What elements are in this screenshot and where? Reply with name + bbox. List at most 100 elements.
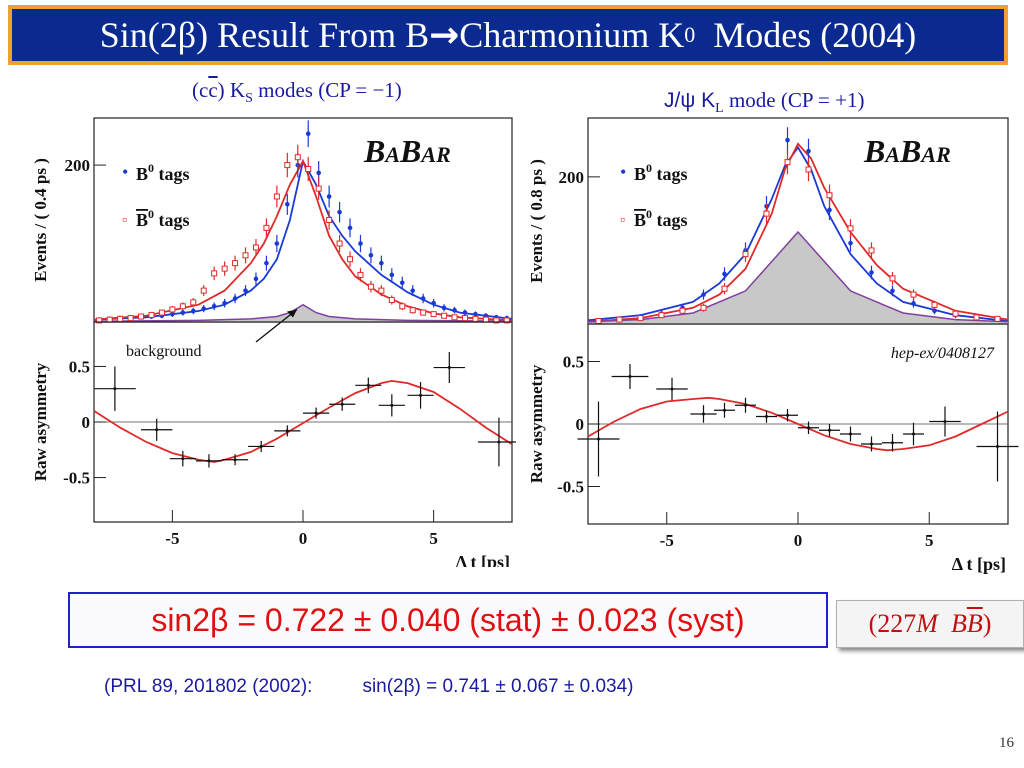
data-point-b0bar [441,312,448,319]
data-point-b0bar [451,314,458,321]
data-point-b0 [274,241,280,246]
data-point-b0 [410,288,416,293]
data-point-b0bar [294,154,301,161]
statistics-box: (227 M B B) [836,600,1024,648]
data-point-b0bar [409,307,416,314]
asymmetry-point [996,445,999,448]
x-tick-label: -5 [165,529,179,548]
y-axis-label: Raw asymmetry [31,362,50,481]
data-point-b0bar [326,217,333,223]
data-point-b0bar [721,285,728,292]
legend-label: B0 tags [136,161,190,184]
x-tick-label: 0 [794,531,803,550]
data-point-b0bar [347,256,354,263]
data-point-b0bar [742,251,749,258]
data-point-b0bar [763,210,770,217]
data-point-b0 [368,253,374,258]
data-point-b0 [316,170,321,176]
x-tick-label: 5 [925,531,934,550]
data-point-b0 [890,288,895,294]
asymmetry-point [366,383,370,387]
background-curve [93,303,513,322]
asymmetry-point [828,428,831,432]
title-superscript: 0 [684,22,696,47]
data-point-b0bar [148,311,155,318]
left-subtitle-sub: S [245,91,253,107]
data-point-b0bar [784,159,791,166]
data-point-b0bar [889,275,896,282]
data-point-b0bar [284,162,291,169]
fit-curve [93,159,513,322]
asymmetry-point [849,432,852,436]
asymmetry-point [597,437,600,441]
result-text: sin2β = 0.722 ± 0.040 (stat) ± 0.023 (sy… [151,601,745,638]
data-point-b0bar [994,315,1001,322]
left-panel-subtitle: (cc) KS modes (CP = −1) [192,78,402,107]
legend-label: B0 tags [634,161,688,184]
data-point-b0 [211,304,217,309]
stats-part: (227 [868,609,917,638]
data-point-b0bar [461,315,468,322]
data-point-b0 [170,311,175,317]
data-point-b0 [326,194,332,199]
right-arrow-icon: → [429,14,460,56]
stats-millions: M [916,609,938,638]
asymmetry-point [390,403,394,407]
data-point-b0 [358,241,363,246]
asymmetry-point [259,444,263,448]
background-annotation: background [126,343,202,360]
data-point-b0 [452,307,457,313]
data-point-b0bar [127,315,134,322]
asymmetry-point [702,412,705,416]
background-area [94,304,512,322]
data-point-b0bar [493,317,500,324]
title-end: Modes (2004) [695,15,917,55]
y-tick-label: 0.5 [563,353,584,372]
data-point-b0bar [952,310,959,317]
legend-marker: • [122,162,128,182]
annotation-arrow-line [255,308,298,343]
asymmetry-point [233,458,237,462]
data-point-b0 [337,209,342,215]
asymmetry-point [891,441,894,445]
asymmetry-point [628,375,632,378]
title-mid: Charmonium K [459,15,685,55]
x-tick-label: -5 [660,531,674,550]
asymmetry-point [765,415,768,418]
title-main: Sin(2β) Result From B [99,15,430,55]
data-point-b0 [701,292,706,297]
data-point-b0bar [595,318,602,325]
data-point-b0bar [826,192,833,199]
y-tick-label: 200 [65,156,91,175]
asymmetry-fit-curve [93,379,513,463]
data-point-b0bar [658,312,665,319]
y-tick-label: 0 [82,413,91,432]
data-point-b0bar [378,287,385,294]
data-point-b0bar [430,311,437,318]
data-point-b0bar [263,224,270,231]
data-point-b0 [722,271,727,277]
legend-label: B0 tags [136,207,190,230]
data-point-b0 [806,148,811,154]
background-curve [587,230,1009,323]
data-point-b0bar [336,240,343,247]
data-point-b0bar [482,316,489,323]
right-subtitle-sub: L [715,101,724,117]
x-tick-label: 5 [429,529,438,548]
data-point-b0bar [158,309,165,316]
legend-marker: ▫ [122,213,127,228]
annotation-arrowhead [287,309,297,318]
data-point-b0 [473,311,478,317]
data-point-b0 [932,308,937,314]
data-point-b0bar [96,317,103,324]
data-point-b0bar [211,270,218,277]
legend-marker: ▫ [620,213,625,228]
data-point-b0bar [367,283,374,290]
left-subtitle-part: modes (CP = −1) [252,78,402,102]
data-point-b0bar [232,260,239,267]
stats-b: B [950,609,967,638]
legend-marker: • [620,162,626,182]
y-tick-label: 0.5 [69,357,90,376]
data-point-b0bar [190,299,197,306]
